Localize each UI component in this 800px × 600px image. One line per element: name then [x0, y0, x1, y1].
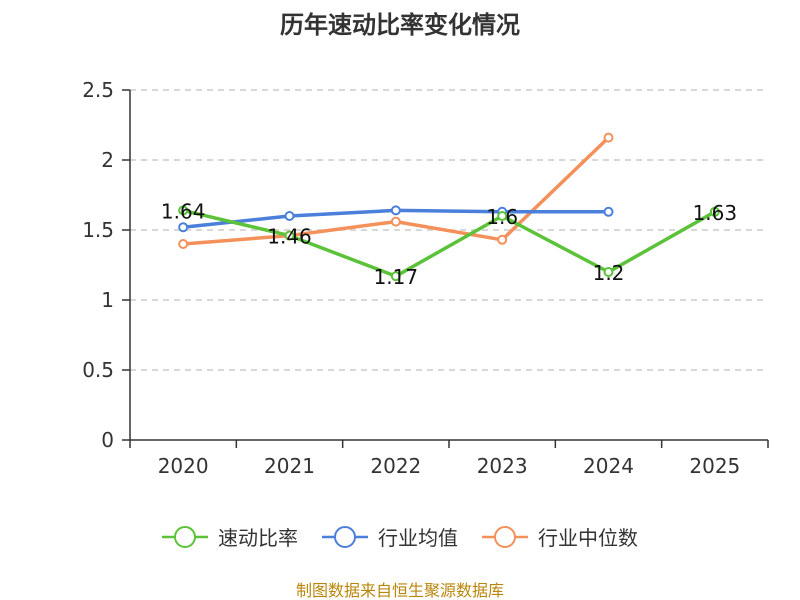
x-tick-label: 2023 — [477, 454, 528, 478]
legend-marker-icon — [334, 526, 356, 548]
x-tick-label: 2024 — [583, 454, 634, 478]
y-tick-label: 0 — [101, 428, 114, 452]
data-label: 1.63 — [693, 201, 738, 225]
series-line-2 — [183, 136, 610, 246]
legend: 速动比率 行业均值 行业中位数 — [162, 526, 638, 550]
data-point — [178, 205, 189, 216]
data-point — [284, 230, 295, 241]
y-tick-label: 1 — [101, 288, 114, 312]
x-tick-label: 2025 — [689, 454, 740, 478]
data-point — [284, 211, 295, 221]
data-point — [390, 205, 401, 216]
legend-item-1[interactable]: 行业均值 — [322, 526, 458, 550]
data-label: 1.17 — [374, 265, 419, 289]
data-label: 1.64 — [161, 199, 206, 223]
legend-label: 速动比率 — [218, 526, 298, 550]
x-tick-label: 2022 — [370, 454, 421, 478]
chart-title: 历年速动比率变化情况 — [280, 11, 520, 39]
legend-item-2[interactable]: 行业中位数 — [482, 526, 638, 550]
data-labels: 1.64 1.46 1.17 1.6 1.2 1.63 — [161, 199, 737, 289]
legend-marker-icon — [494, 526, 516, 548]
legend-item-0[interactable]: 速动比率 — [162, 526, 298, 550]
y-tick-label: 0.5 — [82, 358, 114, 382]
legend-marker-icon — [174, 526, 196, 548]
data-point — [709, 206, 720, 217]
series — [178, 132, 720, 282]
source-note: 制图数据来自恒生聚源数据库 — [296, 581, 504, 600]
data-point — [178, 222, 189, 233]
x-tick-label: 2021 — [264, 454, 315, 478]
data-point — [603, 267, 614, 277]
y-tick-label: 2 — [101, 148, 114, 172]
data-point — [603, 206, 614, 217]
series-line-0 — [182, 208, 716, 278]
data-point — [497, 234, 508, 245]
data-label: 1.46 — [267, 225, 312, 249]
data-point — [178, 239, 189, 249]
data-label: 1.2 — [593, 261, 625, 285]
legend-label: 行业均值 — [378, 526, 458, 550]
data-point — [390, 271, 401, 282]
data-point — [497, 211, 508, 221]
y-tick-label: 1.5 — [82, 218, 114, 242]
y-tick-label: 2.5 — [82, 78, 114, 102]
x-tick-label: 2020 — [158, 454, 209, 478]
axes: 0 0.5 1 1.5 2 2.5 2020 2021 2022 2023 2024 2025 — [82, 78, 769, 478]
data-point — [603, 132, 614, 143]
data-point — [390, 216, 401, 227]
data-label: 1.6 — [486, 205, 518, 229]
legend-label: 行业中位数 — [538, 526, 638, 550]
